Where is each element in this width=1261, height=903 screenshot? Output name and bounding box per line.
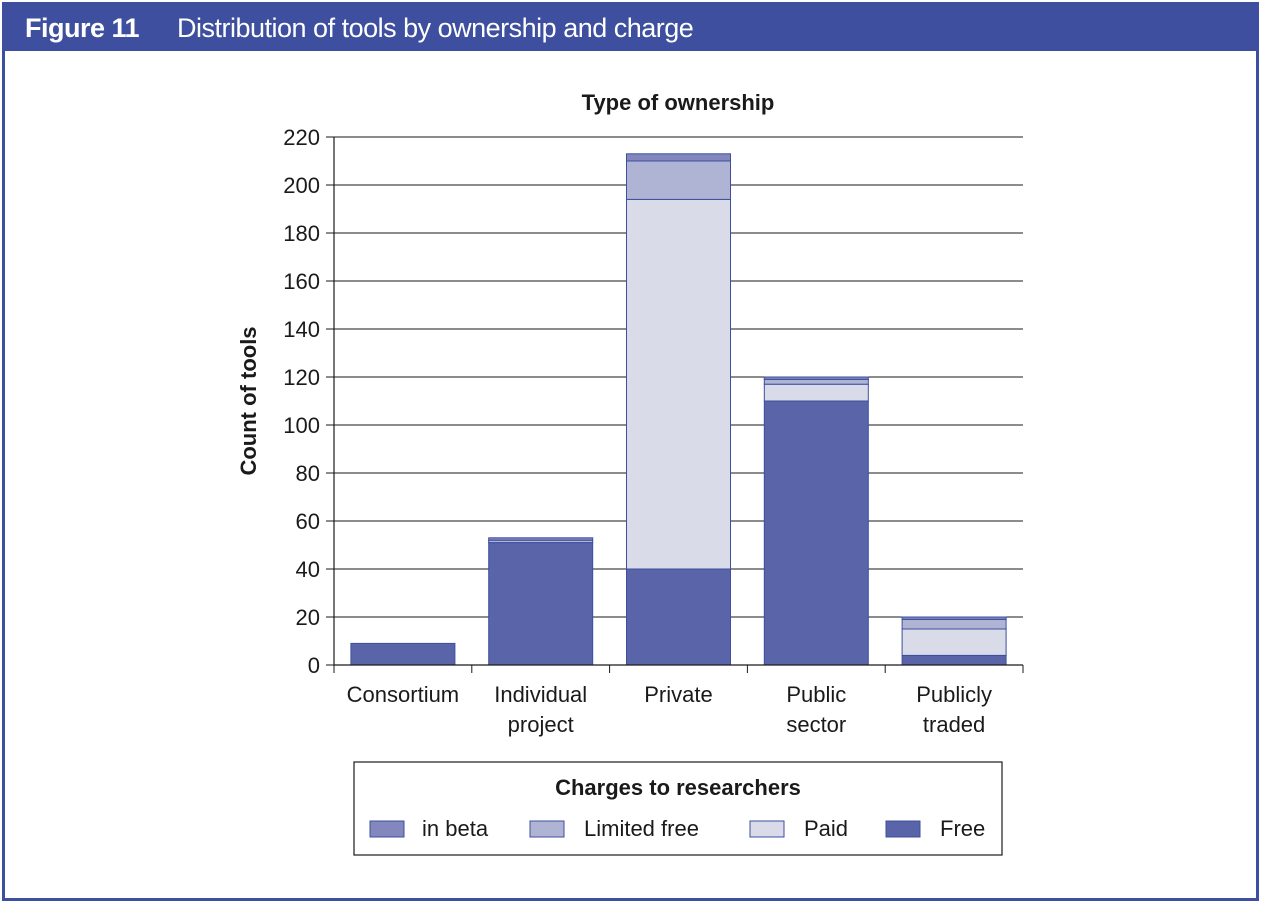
y-tick-label-20: 20 <box>296 605 320 630</box>
axes: 0 20 40 60 80 100 120 140 160 180 200 220 Consortium… <box>283 125 1024 737</box>
bar-limited-free-3 <box>763 378 869 385</box>
bar-paid-4 <box>901 628 1007 656</box>
legend-swatch-in-beta <box>369 820 405 838</box>
bar-free-2 <box>626 568 731 666</box>
x-tick-label-1-1: project <box>508 712 574 737</box>
x-tick-label-1-0: Individual <box>494 682 587 707</box>
x-tick-label-4-1: traded <box>923 712 985 737</box>
figure-title: Distribution of tools by ownership and c… <box>177 13 694 43</box>
bar-in-beta-1 <box>488 537 594 541</box>
bar-free-3 <box>763 400 869 666</box>
y-tick-label-100: 100 <box>283 413 320 438</box>
chart-title: Type of ownership <box>582 90 775 115</box>
legend-swatch-free <box>885 820 921 838</box>
bar-free-4 <box>901 654 1007 666</box>
x-tick-label-4-0: Publicly <box>916 682 992 707</box>
y-tick-label-200: 200 <box>283 173 320 198</box>
y-tick-label-80: 80 <box>296 461 320 486</box>
legend-label-paid: Paid <box>804 816 848 841</box>
y-tick-label-60: 60 <box>296 509 320 534</box>
bar-paid-3 <box>763 383 869 402</box>
legend-label-limited-free: Limited free <box>584 816 699 841</box>
y-axis-label: Count of tools <box>236 326 261 475</box>
x-tick-label-2-0: Private <box>644 682 712 707</box>
legend-swatch-paid <box>749 820 785 838</box>
figure-number: Figure 11 <box>25 13 140 43</box>
x-tick-label-3-1: sector <box>786 712 846 737</box>
x-tick-label-3-0: Public <box>786 682 846 707</box>
y-tick-label-220: 220 <box>283 125 320 150</box>
bar-in-beta-2 <box>626 153 731 162</box>
bar-in-beta-3 <box>763 376 869 380</box>
y-tick-label-120: 120 <box>283 365 320 390</box>
bar-free-1 <box>488 542 594 666</box>
y-tick-label-140: 140 <box>283 317 320 342</box>
bar-limited-free-4 <box>901 618 1007 630</box>
legend-title: Charges to researchers <box>555 775 801 800</box>
legend-swatch-limited-free <box>529 820 565 838</box>
y-tick-label-40: 40 <box>296 557 320 582</box>
bars <box>350 153 1007 666</box>
bar-limited-free-2 <box>626 160 731 200</box>
bar-in-beta-4 <box>901 616 1007 620</box>
legend: Charges to researchers in beta Limited fre… <box>353 761 1003 856</box>
x-tick-label-0-0: Consortium <box>347 682 459 707</box>
y-tick-label-160: 160 <box>283 269 320 294</box>
figure-header: Figure 11 Distribution of tools by owner… <box>5 5 1256 51</box>
bar-paid-2 <box>626 198 731 570</box>
legend-label-in-beta: in beta <box>422 816 489 841</box>
y-tick-label-180: 180 <box>283 221 320 246</box>
y-tick-label-0: 0 <box>308 653 320 678</box>
bar-free-0 <box>350 642 456 666</box>
legend-label-free: Free <box>940 816 985 841</box>
legend-box <box>353 761 1003 856</box>
